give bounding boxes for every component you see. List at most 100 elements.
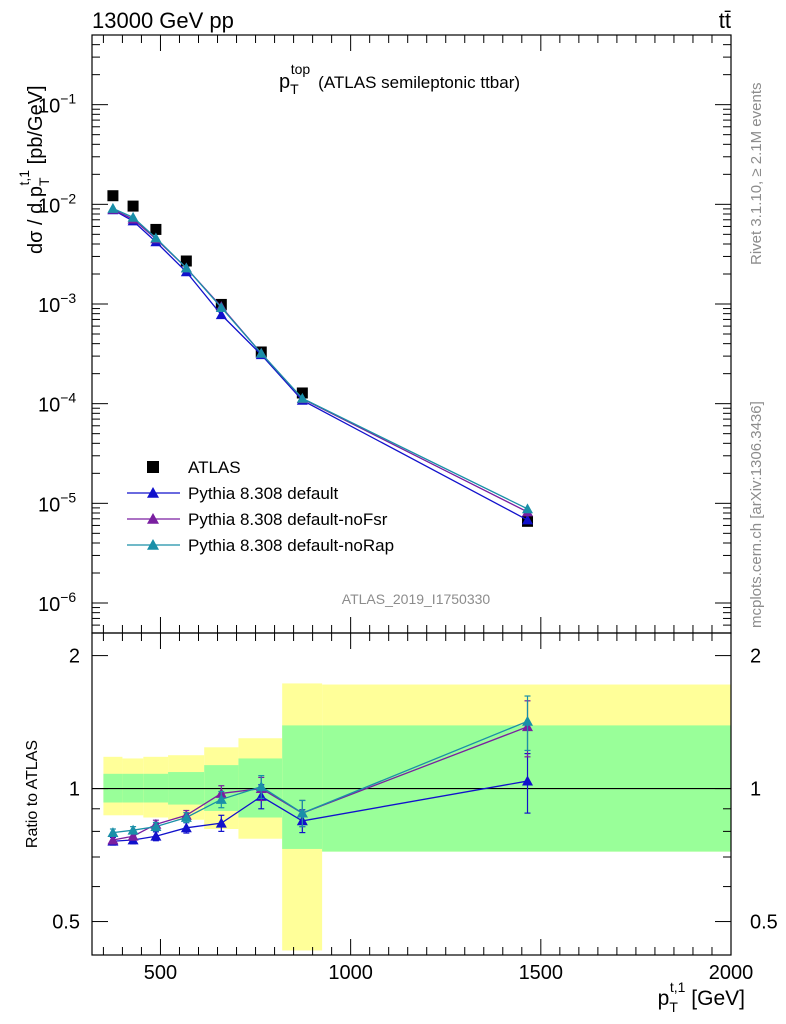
ratio-point-default: [522, 775, 534, 786]
data-point-atlas: [150, 223, 162, 235]
x-label-a: p: [658, 987, 670, 1010]
ratio-point-noRap: [180, 812, 192, 822]
main-y-tick-labels: 10−610−510−410−310−210−1: [38, 91, 76, 616]
ratio-axis-ticks: [92, 633, 732, 955]
main-y-label-a: dσ / d p: [25, 186, 47, 254]
series-point-noRap: [522, 503, 534, 514]
ratio-point-default: [215, 817, 227, 828]
legend-label-data: ATLAS: [188, 458, 241, 477]
ratio-point-noRap: [107, 827, 119, 837]
ratio-point-noRap: [150, 821, 162, 832]
main-y-tick-exp: −5: [60, 489, 76, 505]
ratio-point-noRap: [127, 824, 139, 835]
series-line-noRap: [112, 207, 528, 510]
main-series-layer: [107, 190, 534, 527]
series-point-noRap: [296, 392, 308, 403]
header-left: 13000 GeV pp: [92, 8, 234, 33]
main-y-label: dσ / d pTt,1 [pb/GeV]: [16, 85, 52, 254]
ratio-y-tick-label-left: 0.5: [52, 912, 80, 934]
x-tick-label: 1000: [328, 962, 373, 984]
legend-marker-atlas: [147, 461, 159, 473]
main-y-tick-label: 10−3: [38, 290, 76, 317]
ratio-tick-labels: 0.5 0.5 1 1 2 2 500 1000 1500 2000: [52, 646, 778, 984]
ratio-point-noFsr: [127, 830, 139, 841]
watermark: ATLAS_2019_I1750330: [342, 591, 491, 607]
legend-label-default: Pythia 8.308 default: [188, 484, 339, 503]
ratio-point-default: [180, 822, 192, 833]
main-y-tick-label: 10−4: [38, 390, 76, 417]
data-point-atlas: [107, 190, 119, 202]
main-title-rest: (ATLAS semileptonic ttbar): [318, 73, 520, 92]
legend: ATLAS Pythia 8.308 default Pythia 8.308 de…: [127, 458, 394, 555]
ratio-point-noFsr: [107, 834, 119, 845]
main-y-tick-exp: −4: [60, 390, 76, 406]
series-point-noRap: [180, 262, 192, 273]
rivet-label: Rivet 3.1.10, ≥ 2.1M events: [748, 83, 765, 266]
ratio-line-noRap: [112, 720, 528, 834]
main-y-tick-label: 10−6: [38, 589, 76, 616]
series-point-noRap: [215, 302, 227, 313]
legend-marker-noRap: [147, 539, 159, 550]
series-point-noRap: [255, 347, 267, 358]
main-y-tick-base: 10: [38, 96, 60, 118]
ratio-series-layer: [107, 695, 534, 846]
main-y-tick-exp: −3: [60, 290, 76, 306]
ratio-point-noRap: [215, 793, 227, 804]
main-y-tick-base: 10: [38, 494, 60, 516]
x-tick-label: 1500: [519, 962, 564, 984]
ratio-y-tick-label-right: 0.5: [750, 912, 778, 934]
series-point-noRap: [107, 202, 119, 213]
series-line-noFsr: [112, 208, 528, 513]
legend-label-noFsr: Pythia 8.308 default-noFsr: [188, 510, 388, 529]
main-y-label-sup: t,1: [16, 170, 32, 186]
ratio-point-default: [150, 830, 162, 841]
ratio-panel: 0.5 0.5 1 1 2 2 500 1000 1500 2000 Ratio to ATLAS…: [24, 632, 778, 1015]
main-y-tick-base: 10: [38, 295, 60, 317]
ratio-y-tick-label-right: 2: [750, 646, 761, 668]
ratio-y-tick-label-left: 1: [69, 779, 80, 801]
ratio-bands: [92, 683, 731, 951]
main-y-tick-base: 10: [38, 195, 60, 217]
main-y-tick-base: 10: [38, 395, 60, 417]
ratio-frame: [91, 632, 732, 956]
main-panel: 10−610−510−410−310−210−1 pTtop(ATLAS sem…: [16, 34, 732, 634]
x-label-sup: t,1: [670, 979, 686, 995]
ratio-point-noRap: [255, 781, 267, 792]
ratio-point-noRap: [296, 807, 308, 818]
main-y-tick-exp: −1: [60, 91, 76, 107]
x-axis-label: pTt,1 [GeV]: [658, 979, 745, 1015]
mcplots-label: mcplots.cern.ch [arXiv:1306.3436]: [748, 401, 765, 628]
main-title: pTtop (ATLAS semileptonic ttbar): [279, 61, 520, 97]
data-point-atlas: [180, 255, 192, 267]
legend-label-noRap: Pythia 8.308 default-noRap: [188, 536, 394, 555]
main-y-tick-exp: −2: [60, 190, 76, 206]
ratio-y-tick-label-left: 2: [69, 646, 80, 668]
series-point-noRap: [127, 211, 139, 222]
main-y-tick-label: 10−5: [38, 489, 76, 516]
header-right: tt̄: [719, 8, 731, 33]
main-y-tick-label: 10−1: [38, 91, 76, 118]
x-tick-label: 2000: [709, 962, 754, 984]
main-y-label-b: [pb/GeV]: [25, 85, 47, 170]
x-label-sub: T: [669, 999, 678, 1015]
x-tick-label: 500: [144, 962, 177, 984]
data-point-atlas: [127, 200, 139, 212]
series-point-default: [522, 514, 534, 525]
main-title-p: p: [279, 71, 290, 93]
main-y-tick-base: 10: [38, 594, 60, 616]
main-title-sup: top: [291, 61, 311, 77]
ratio-y-label: Ratio to ATLAS: [24, 740, 41, 848]
ratio-point-noRap: [522, 715, 534, 726]
main-axis-ticks: [92, 34, 732, 634]
legend-marker-default: [147, 487, 159, 498]
main-y-label-sub: T: [36, 177, 52, 186]
series-point-noRap: [150, 232, 162, 243]
main-y-tick-label: 10−2: [38, 190, 76, 217]
series-point-default: [215, 309, 227, 320]
ratio-y-tick-label-right: 1: [750, 779, 761, 801]
x-label-b: [GeV]: [685, 987, 745, 1010]
main-title-sub: T: [290, 81, 299, 97]
legend-marker-noFsr: [147, 513, 159, 524]
main-y-tick-exp: −6: [60, 589, 76, 605]
